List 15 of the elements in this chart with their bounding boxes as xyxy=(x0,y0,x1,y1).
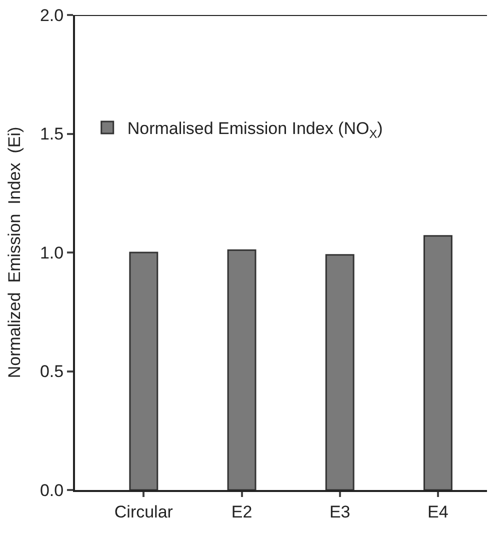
x-tick-label: Circular xyxy=(114,502,174,522)
bar xyxy=(423,235,452,490)
y-axis-title: Normalized Emission Index (Ei) xyxy=(5,126,24,378)
legend-label: Normalised Emission Index (NO$_{X}$) xyxy=(127,119,383,141)
bar xyxy=(227,249,256,490)
bar xyxy=(325,254,354,490)
bar xyxy=(129,252,158,490)
y-tick-label: 0.5 xyxy=(40,362,64,382)
x-tick-label: E2 xyxy=(231,502,252,522)
x-tick-label: E3 xyxy=(329,502,350,522)
y-tick-label: 2.0 xyxy=(40,6,64,25)
x-tick-label: E4 xyxy=(428,502,448,522)
y-tick-label: 0.0 xyxy=(40,480,64,500)
y-tick-label: 1.5 xyxy=(40,124,64,144)
y-tick-label: 1.0 xyxy=(40,243,64,262)
